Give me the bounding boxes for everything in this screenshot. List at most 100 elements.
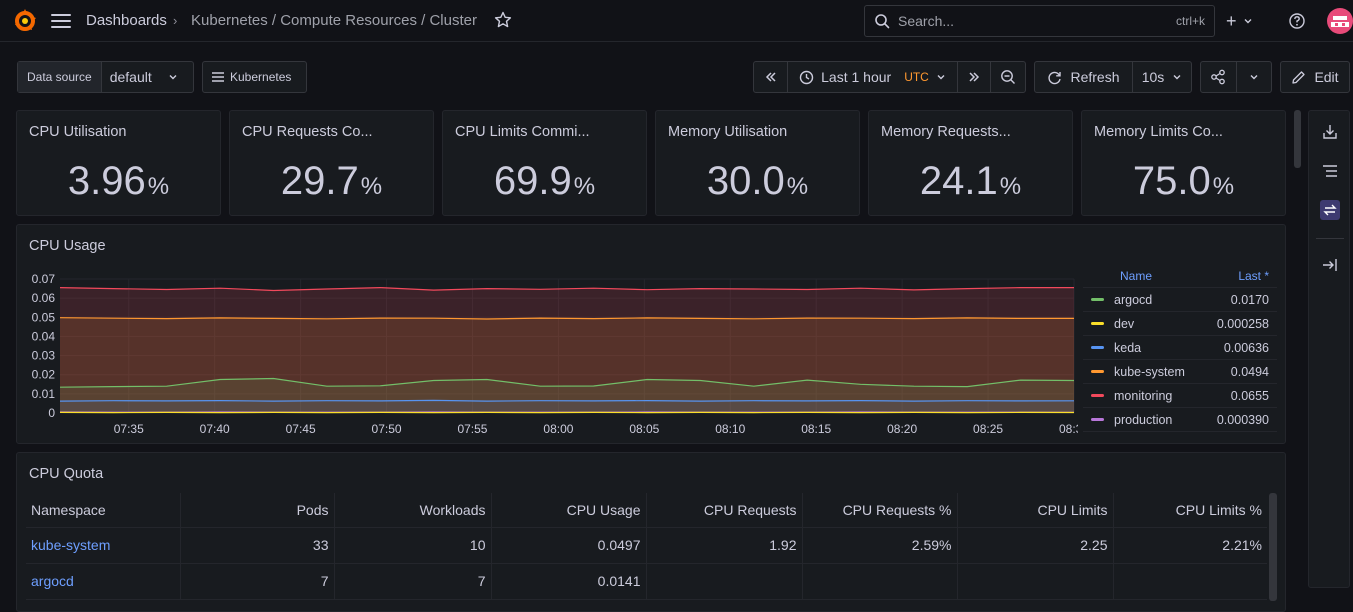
table-cell: 0.0497 xyxy=(491,527,646,563)
page-scrollbar[interactable] xyxy=(1294,110,1301,168)
column-header-cpu-requests-pct[interactable]: CPU Requests % xyxy=(802,493,957,527)
table-cell: 0.0141 xyxy=(491,563,646,599)
grafana-logo-icon[interactable] xyxy=(12,8,38,34)
y-tick-label: 0.04 xyxy=(32,329,56,343)
x-tick-label: 08:25 xyxy=(973,422,1003,436)
stat-panel-memory-utilisation[interactable]: Memory Utilisation 30.0% xyxy=(655,110,860,216)
search-input[interactable]: Search... ctrl+k xyxy=(864,5,1215,37)
star-icon[interactable] xyxy=(494,11,512,29)
stat-panel-memory-requests[interactable]: Memory Requests... 24.1% xyxy=(868,110,1073,216)
legend-swatch xyxy=(1091,370,1104,373)
zoom-out-button[interactable] xyxy=(991,62,1025,92)
outline-list-icon[interactable] xyxy=(1321,162,1339,180)
search-icon xyxy=(874,13,890,29)
y-tick-label: 0.03 xyxy=(32,349,56,363)
legend-last-value: 0.000258 xyxy=(1217,317,1277,331)
kubernetes-links-button[interactable]: Kubernetes xyxy=(202,61,307,93)
stat-panel-cpu-requests[interactable]: CPU Requests Co... 29.7% xyxy=(229,110,434,216)
datasource-label: Data source xyxy=(18,62,102,92)
share-button[interactable] xyxy=(1201,62,1237,92)
legend-name: monitoring xyxy=(1114,389,1231,403)
table-row: kube-system 33 10 0.0497 1.92 2.59% 2.25… xyxy=(26,527,1267,563)
edit-button[interactable]: Edit xyxy=(1280,61,1350,93)
stat-title: Memory Utilisation xyxy=(668,124,787,140)
search-placeholder: Search... xyxy=(898,13,1176,29)
legend-last-value: 0.000390 xyxy=(1217,413,1277,427)
import-icon[interactable] xyxy=(1321,123,1339,141)
breadcrumb-separator: › xyxy=(173,13,177,28)
stat-panel-cpu-utilisation[interactable]: CPU Utilisation 3.96% xyxy=(16,110,221,216)
chevron-down-icon xyxy=(1172,72,1182,82)
column-header-pods[interactable]: Pods xyxy=(180,493,334,527)
time-forward-button[interactable] xyxy=(958,62,991,92)
share-group xyxy=(1200,61,1272,93)
panel-title: CPU Usage xyxy=(29,238,106,254)
zoom-out-icon xyxy=(1000,69,1016,85)
refresh-interval: 10s xyxy=(1142,69,1165,85)
stat-value: 75.0% xyxy=(1082,159,1285,204)
table-cell xyxy=(1113,563,1267,599)
transform-toggle[interactable] xyxy=(1320,200,1340,220)
menu-icon[interactable] xyxy=(50,12,72,30)
table-row: argocd 7 7 0.0141 xyxy=(26,563,1267,599)
refresh-interval-picker[interactable]: 10s xyxy=(1133,62,1191,92)
x-tick-label: 08:30 xyxy=(1059,422,1078,436)
bars-icon xyxy=(212,72,224,82)
time-back-button[interactable] xyxy=(754,62,788,92)
timezone-badge: UTC xyxy=(904,70,929,84)
help-icon[interactable] xyxy=(1288,12,1306,30)
namespace-link[interactable]: argocd xyxy=(26,563,180,599)
table-cell: 2.21% xyxy=(1113,527,1267,563)
legend-name: argocd xyxy=(1114,293,1231,307)
column-header-cpu-usage[interactable]: CPU Usage xyxy=(491,493,646,527)
stat-title: CPU Requests Co... xyxy=(242,124,373,140)
plus-icon: + xyxy=(1226,11,1237,32)
table-scrollbar[interactable] xyxy=(1269,493,1277,601)
refresh-label: Refresh xyxy=(1070,69,1119,85)
column-header-workloads[interactable]: Workloads xyxy=(334,493,491,527)
namespace-link[interactable]: kube-system xyxy=(26,527,180,563)
legend-last-header[interactable]: Last * xyxy=(1238,269,1277,283)
breadcrumb-dashboards[interactable]: Dashboards xyxy=(86,12,167,29)
stat-panel-cpu-limits[interactable]: CPU Limits Commi... 69.9% xyxy=(442,110,647,216)
clock-icon xyxy=(799,70,814,85)
column-header-namespace[interactable]: Namespace xyxy=(26,493,180,527)
table-cell: 2.59% xyxy=(802,527,957,563)
top-navbar: Dashboards › Kubernetes / Compute Resour… xyxy=(0,0,1353,42)
legend-swatch xyxy=(1091,322,1104,325)
column-header-cpu-requests[interactable]: CPU Requests xyxy=(646,493,802,527)
table-cell: 7 xyxy=(180,563,334,599)
share-menu-button[interactable] xyxy=(1237,62,1272,92)
table-cell: 1.92 xyxy=(646,527,802,563)
table-cell: 33 xyxy=(180,527,334,563)
stat-panel-memory-limits[interactable]: Memory Limits Co... 75.0% xyxy=(1081,110,1286,216)
column-header-cpu-limits[interactable]: CPU Limits xyxy=(957,493,1113,527)
y-tick-label: 0.06 xyxy=(32,291,56,305)
chevron-down-icon xyxy=(936,72,946,82)
new-menu-button[interactable]: + xyxy=(1226,10,1253,32)
stat-value: 29.7% xyxy=(230,159,433,204)
legend-last-value: 0.00636 xyxy=(1224,341,1277,355)
legend-name-header[interactable]: Name xyxy=(1120,269,1238,283)
datasource-picker[interactable]: Data source default xyxy=(17,61,194,93)
collapse-right-icon[interactable] xyxy=(1321,256,1339,274)
y-tick-label: 0.05 xyxy=(32,310,56,324)
stat-value: 24.1% xyxy=(869,159,1072,204)
column-header-cpu-limits-pct[interactable]: CPU Limits % xyxy=(1113,493,1267,527)
datasource-value: default xyxy=(110,69,152,85)
stat-title: CPU Utilisation xyxy=(29,124,127,140)
chevron-down-icon xyxy=(168,72,178,82)
table-header-row: Namespace Pods Workloads CPU Usage CPU R… xyxy=(26,493,1267,527)
user-avatar[interactable] xyxy=(1327,8,1353,34)
refresh-button[interactable]: Refresh xyxy=(1035,62,1133,92)
legend-swatch xyxy=(1091,418,1104,421)
